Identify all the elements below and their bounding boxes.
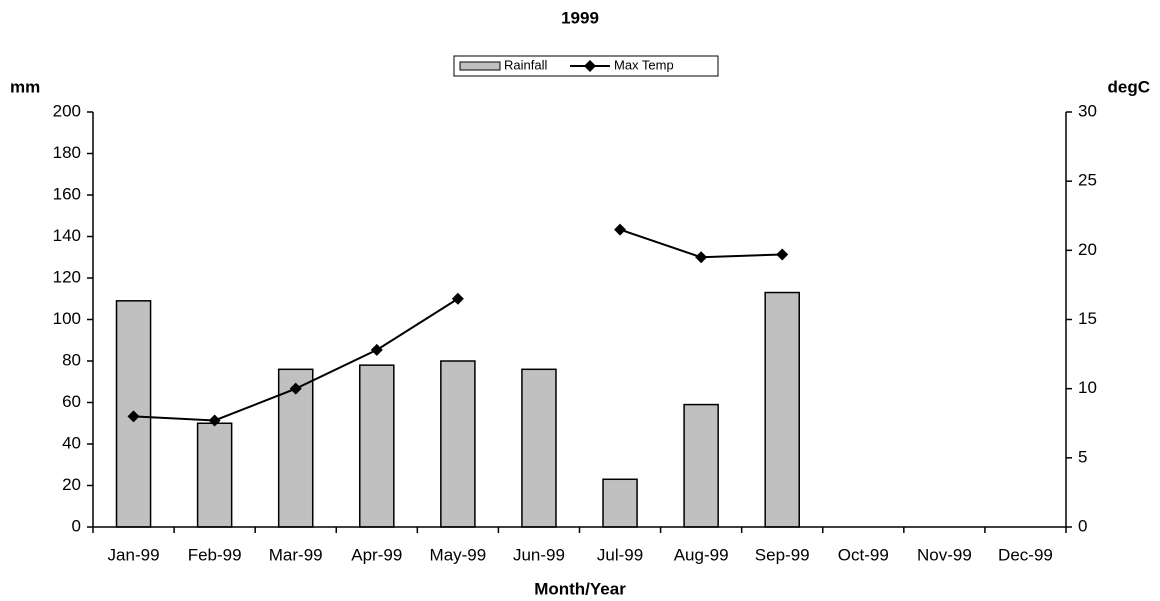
x-tick-label: Oct-99 — [838, 545, 889, 564]
x-axis-label: Month/Year — [534, 579, 626, 598]
x-tick-label: Jul-99 — [597, 545, 643, 564]
marker — [451, 292, 464, 305]
marker — [370, 343, 383, 356]
marker — [127, 410, 140, 423]
x-tick-label: Jan-99 — [108, 545, 160, 564]
marker — [208, 414, 221, 427]
legend-label: Max Temp — [614, 57, 674, 72]
bar — [277, 368, 314, 528]
x-tick-label: Nov-99 — [917, 545, 972, 564]
bar — [196, 422, 233, 528]
bar — [683, 403, 719, 528]
bar — [764, 291, 800, 528]
y-tick-label: 0 — [72, 516, 81, 535]
y-tick-label: 100 — [53, 309, 81, 328]
y2-tick-label: 15 — [1078, 309, 1097, 328]
x-tick-label: Feb-99 — [188, 545, 242, 564]
x-tick-label: Jun-99 — [513, 545, 565, 564]
marker — [695, 251, 708, 264]
x-tick-label: Sep-99 — [755, 545, 810, 564]
chart-title: 1999 — [561, 8, 599, 27]
legend-swatch — [459, 61, 501, 71]
bar — [602, 478, 638, 528]
y2-tick-label: 20 — [1078, 240, 1097, 259]
marker — [776, 248, 789, 261]
y-tick-label: 80 — [62, 350, 81, 369]
x-tick-label: May-99 — [430, 545, 487, 564]
y2-tick-label: 5 — [1078, 447, 1087, 466]
bar — [521, 368, 557, 528]
y-tick-label: 120 — [53, 267, 81, 286]
y-tick-label: 180 — [53, 143, 81, 162]
y2-tick-label: 30 — [1078, 101, 1097, 120]
y-tick-label: 20 — [62, 475, 81, 494]
y-tick-label: 60 — [62, 392, 81, 411]
x-tick-label: Apr-99 — [351, 545, 402, 564]
y-tick-label: 140 — [53, 226, 81, 245]
y-axis-label: mm — [10, 77, 40, 96]
legend-label: Rainfall — [504, 57, 547, 72]
x-tick-label: Mar-99 — [269, 545, 323, 564]
legend-marker — [584, 60, 596, 72]
marker — [289, 382, 302, 395]
y-tick-label: 200 — [53, 101, 81, 120]
bar — [359, 364, 395, 528]
bar — [440, 360, 476, 528]
y2-axis-label: degC — [1108, 77, 1151, 96]
y-tick-label: 160 — [53, 184, 81, 203]
y2-tick-label: 25 — [1078, 171, 1097, 190]
y2-tick-label: 10 — [1078, 378, 1097, 397]
x-tick-label: Aug-99 — [674, 545, 729, 564]
y-tick-label: 40 — [62, 433, 81, 452]
marker — [614, 223, 627, 236]
x-tick-label: Dec-99 — [998, 545, 1053, 564]
y2-tick-label: 0 — [1078, 516, 1087, 535]
